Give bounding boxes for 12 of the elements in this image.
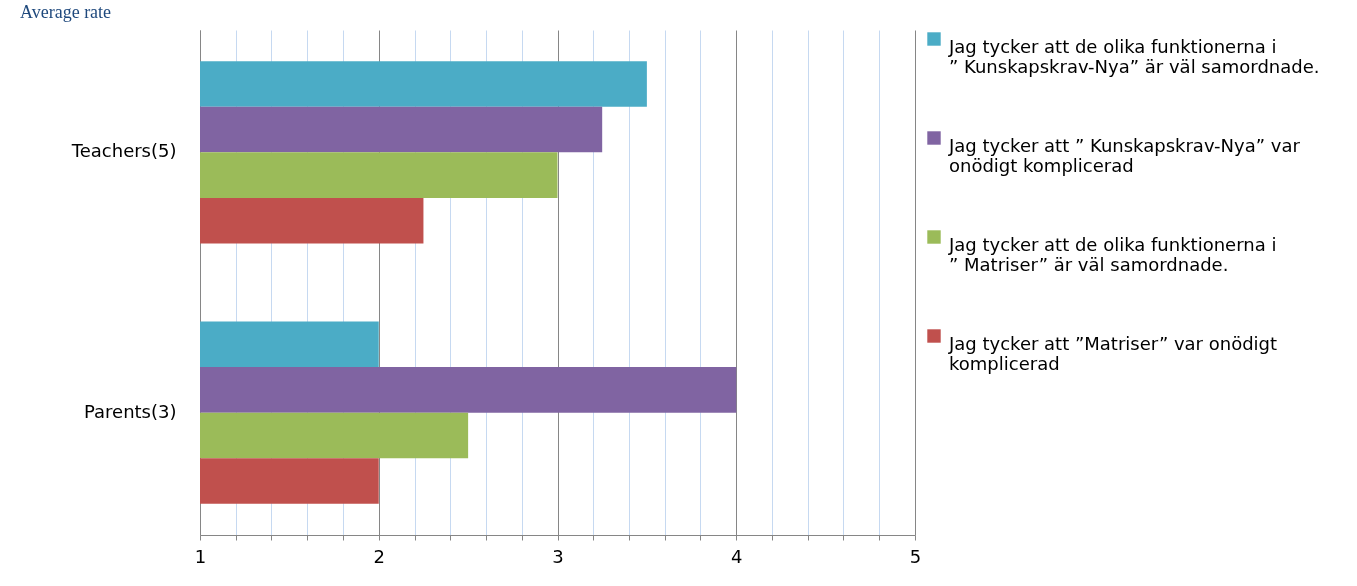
legend-label: Jag tycker att ”Matriser” var onödigt komplicerad: [948, 333, 1278, 374]
y-tick-label: Teachers(5): [70, 140, 177, 162]
legend-label: Jag tycker att de olika funktionerna i ” Matriser” är väl samordnade.: [948, 234, 1277, 275]
x-tick-label: 5: [909, 545, 922, 567]
chart-title: Average rate: [20, 2, 112, 22]
legend-label: Jag tycker att de olika funktionerna i ” Kunskapskrav-Nya” är väl samordnade.: [948, 36, 1320, 77]
y-tick-label: Parents(3): [84, 400, 177, 422]
x-tick-label: 2: [373, 545, 385, 567]
x-tick-label: 4: [731, 545, 743, 567]
legend-label: Jag tycker att ” Kunskapskrav-Nya” var onödigt komplicerad: [948, 135, 1301, 176]
x-tick-label: 1: [194, 545, 207, 567]
x-tick-label: 3: [552, 545, 564, 567]
